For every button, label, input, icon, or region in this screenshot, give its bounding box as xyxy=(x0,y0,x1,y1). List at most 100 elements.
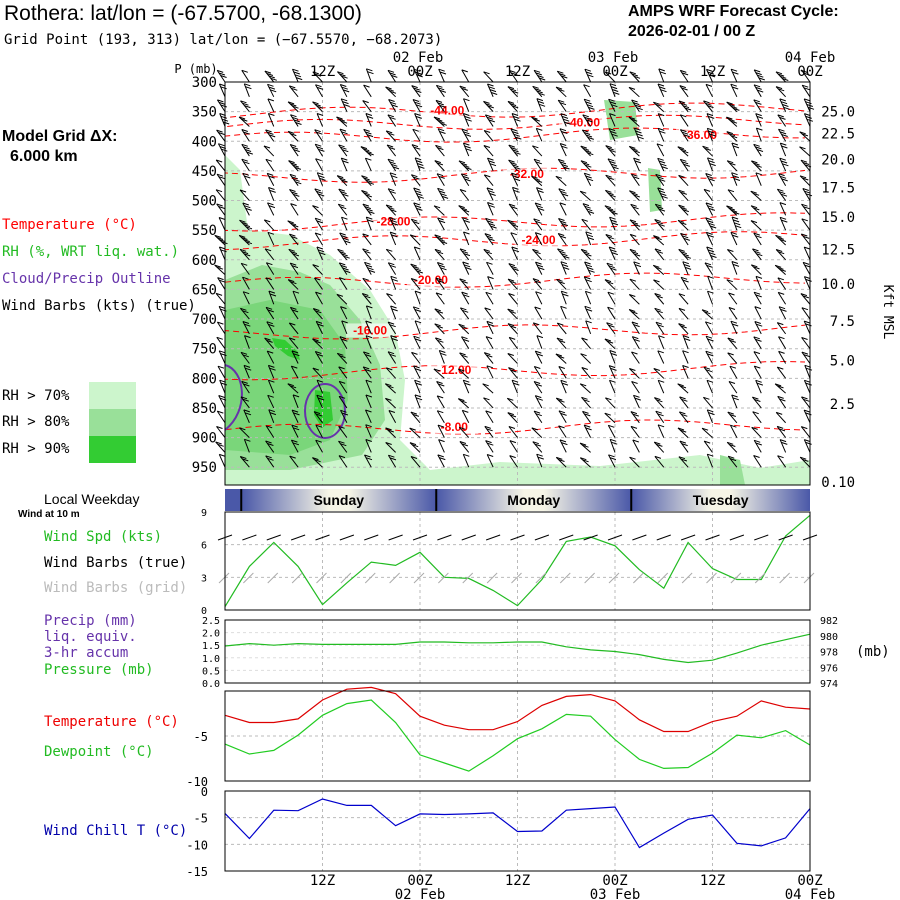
wind-barb-feather xyxy=(535,202,542,206)
wind-barb-feather xyxy=(535,220,542,224)
wind-barb xyxy=(315,84,323,98)
wind-barb-feather xyxy=(486,365,494,369)
wind-barb-feather xyxy=(314,129,321,133)
wind-barb-feather xyxy=(558,188,565,192)
wind-barb-feather xyxy=(609,149,616,153)
wind-barb-feather xyxy=(535,261,542,265)
wind-barb xyxy=(435,292,445,305)
wind-barb-feather xyxy=(244,438,251,442)
wind-barb-feather xyxy=(219,453,226,457)
wind-barb-feather xyxy=(659,130,666,134)
wind-barb-feather xyxy=(218,305,226,309)
wind-barb xyxy=(364,454,372,468)
wind-barb-feather xyxy=(242,102,249,106)
wind-barb-feather xyxy=(733,178,741,181)
wind-barb-feather xyxy=(655,266,662,270)
wind-barb xyxy=(436,381,445,394)
wind-barb xyxy=(609,439,616,453)
wind-barb-feather xyxy=(241,158,248,162)
wind-barb-feather xyxy=(266,321,273,325)
wind-barb-feather xyxy=(610,219,617,223)
wind-barb-feather xyxy=(434,234,441,238)
wind-barb-feather xyxy=(435,99,443,103)
wind-barb-feather xyxy=(728,292,735,296)
wind-barb-feather xyxy=(679,440,687,444)
wind-barb-feather xyxy=(366,216,373,220)
wind-barb xyxy=(532,278,543,290)
speed-tick-label: 0 xyxy=(201,606,207,617)
wind-barb-feather xyxy=(585,101,592,105)
wind-barb-feather xyxy=(507,397,514,401)
wind-barb-feather xyxy=(583,162,590,166)
grid-wind-barb xyxy=(633,572,644,584)
wind-barb-feather xyxy=(655,173,662,177)
wind-barb xyxy=(606,262,616,275)
wind-barb-feather xyxy=(779,116,786,120)
wind-barb xyxy=(388,99,397,112)
date-label-bottom: 02 Feb xyxy=(395,887,446,900)
wind-barb-feather xyxy=(707,275,714,279)
wind-barb-feather xyxy=(245,226,253,230)
wind-barb xyxy=(753,455,762,468)
wind-barb-feather xyxy=(777,114,784,118)
wind-barb-feather xyxy=(316,220,323,224)
wind-barb-feather xyxy=(365,194,372,198)
wind-barb xyxy=(509,70,518,83)
wind-barb-feather xyxy=(804,246,811,250)
wind-barb xyxy=(803,276,811,290)
wind-barb-feather xyxy=(290,133,297,137)
wind-barb-feather xyxy=(635,130,642,134)
wind-barb xyxy=(532,441,543,453)
legend-precip: Precip (mm) xyxy=(44,613,137,629)
wind-barb-feather xyxy=(339,262,346,266)
wind-barb xyxy=(653,279,665,290)
wind-barb-feather xyxy=(608,454,615,458)
wind-barb xyxy=(778,306,787,320)
wind-barb xyxy=(535,128,543,142)
precip-tick-label: 1.5 xyxy=(202,641,220,652)
wind-barb-feather xyxy=(315,424,323,428)
wind-barb-feather xyxy=(707,234,714,238)
wind-barb-feather xyxy=(390,219,398,223)
wind-barb-feather xyxy=(757,89,764,93)
wind-barb xyxy=(536,98,543,112)
wind-barb-feather xyxy=(587,152,594,156)
wind-barb-feather xyxy=(362,248,369,252)
wind-barb-feather xyxy=(239,189,247,193)
wind-barb-feather xyxy=(391,338,398,341)
wind-barb-feather xyxy=(754,399,761,402)
wind-barb-feather xyxy=(340,443,347,447)
wind-barb xyxy=(559,439,567,453)
wind-barb-feather xyxy=(242,321,250,324)
wind-barb xyxy=(655,174,665,187)
wind-barb-feather xyxy=(312,457,319,461)
wind-barb xyxy=(338,396,348,409)
wind-barb xyxy=(631,381,640,394)
wind-barb-feather xyxy=(803,235,810,239)
grid-wind-barb xyxy=(730,572,742,584)
wind-barb-feather xyxy=(534,443,541,447)
wind-barb xyxy=(801,218,811,231)
wind-barb xyxy=(338,381,348,394)
wind-barb-feather xyxy=(292,290,300,294)
wind-barb xyxy=(653,368,665,379)
wind-barb-feather xyxy=(704,311,711,315)
wind-barb-feather xyxy=(536,453,543,457)
wind-barb-feather xyxy=(315,413,323,417)
wind-barb-feather xyxy=(338,144,345,148)
wind-barb-feather xyxy=(535,395,542,399)
wind-barb xyxy=(457,398,470,409)
wind-barb xyxy=(678,456,689,468)
wind-barb-feather xyxy=(458,398,465,402)
wind-barb-feather xyxy=(364,206,371,210)
pressure-tick-label: 350 xyxy=(192,105,217,121)
wind-barb-feather xyxy=(755,72,762,76)
wind-barb xyxy=(459,85,470,98)
wind-barb-feather xyxy=(755,235,762,239)
wind-barb-feather xyxy=(778,251,785,255)
wind-barb-feather xyxy=(312,205,319,209)
wind-barb-feather xyxy=(417,163,424,166)
wind-barb xyxy=(581,396,592,409)
wind-barb-feather xyxy=(701,309,709,313)
